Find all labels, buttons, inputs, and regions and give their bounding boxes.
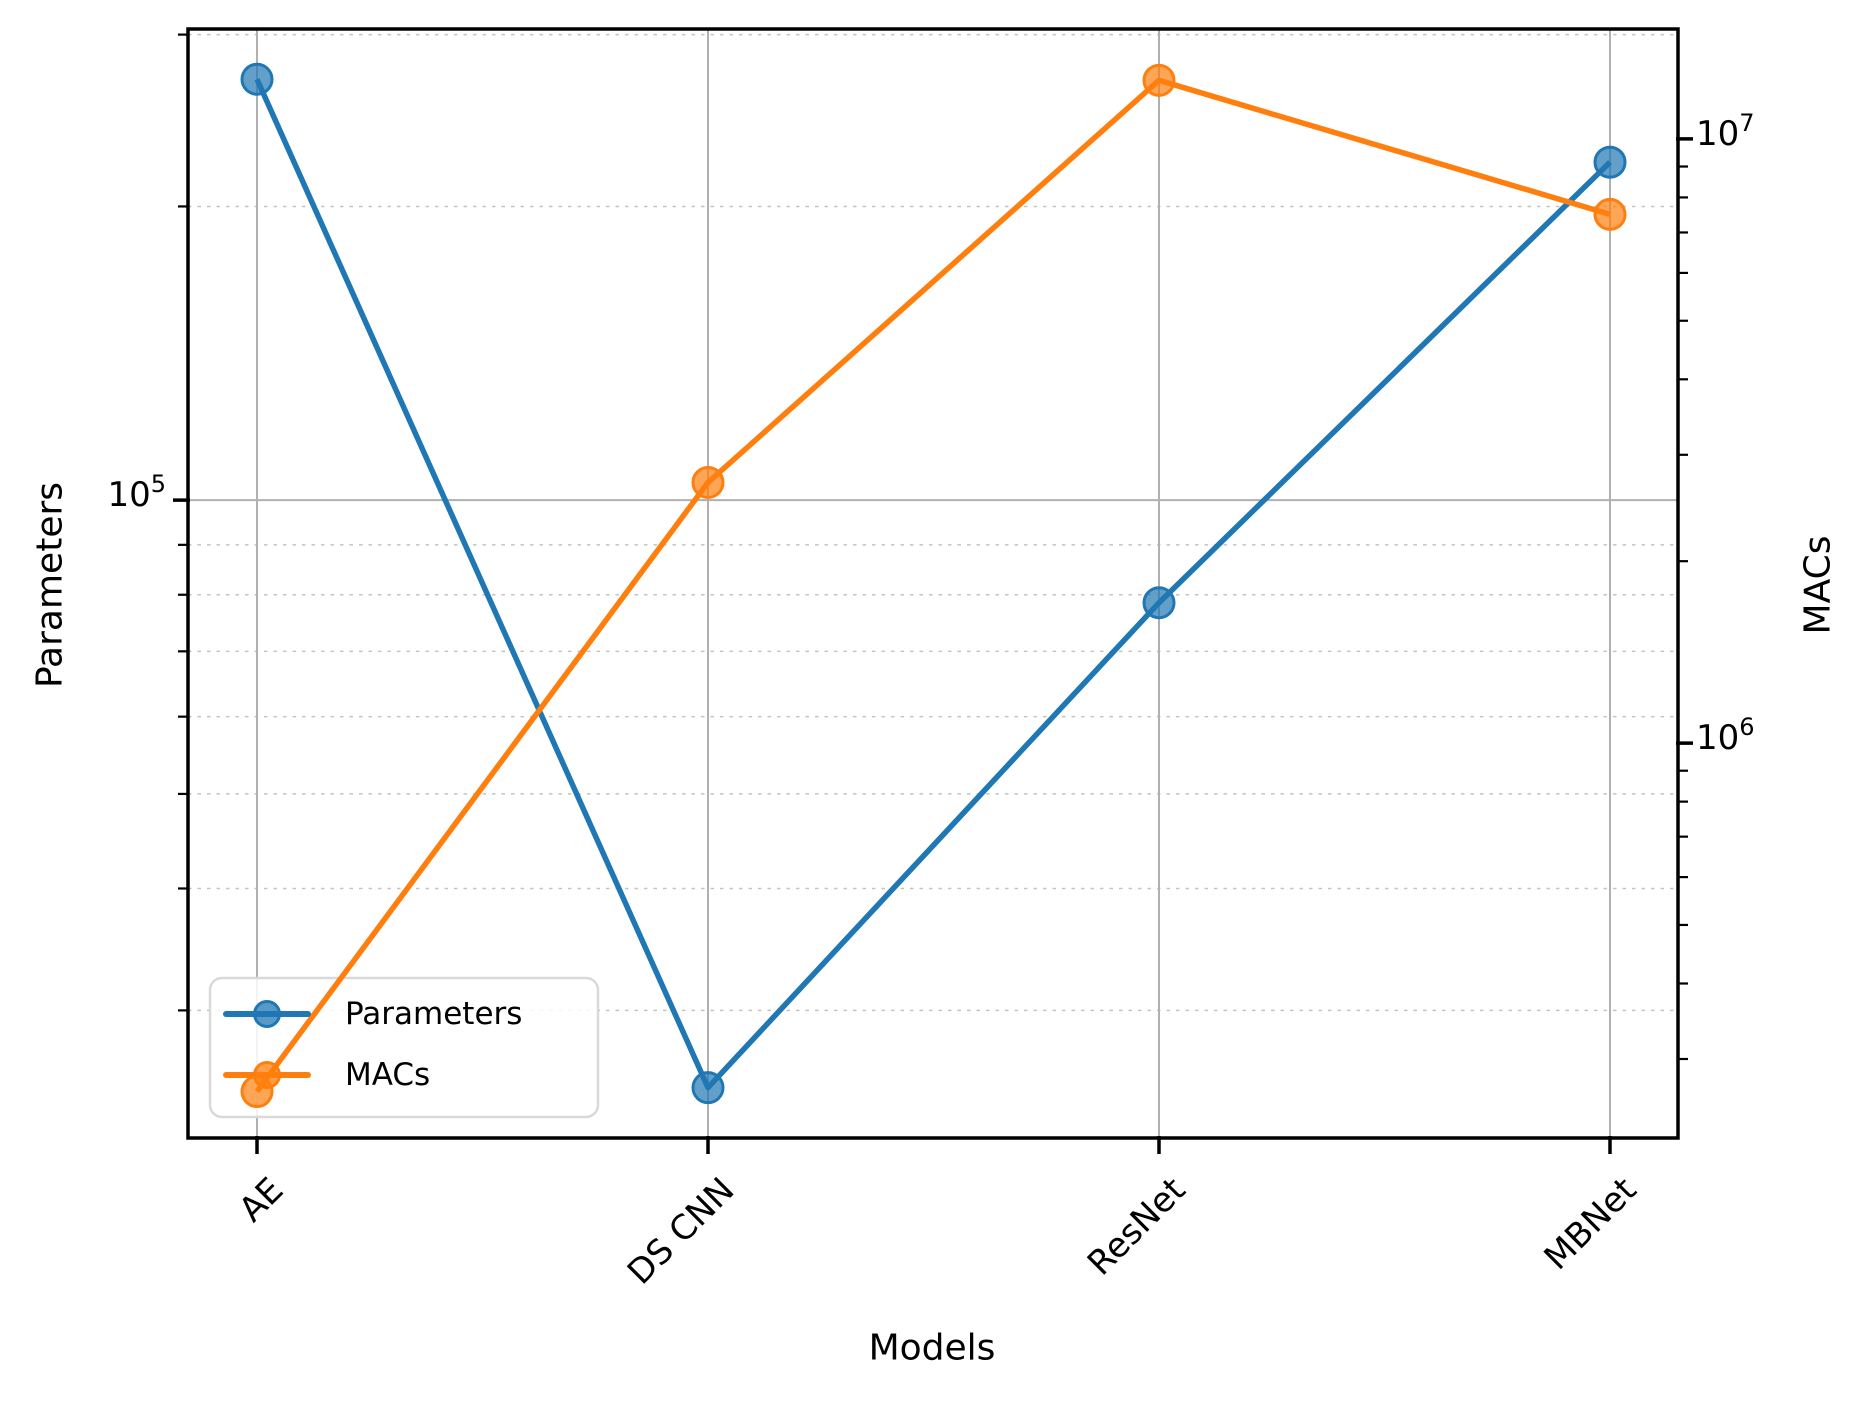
legend-macs-marker-icon: [253, 1061, 281, 1089]
left-ytick-exp: 5: [150, 470, 166, 498]
right-ytick-top-exp: 7: [1739, 109, 1755, 137]
y-axis-label-right: MACs: [1797, 535, 1839, 635]
data-point-marker: [1142, 586, 1176, 620]
x-axis-label: Models: [868, 1327, 996, 1369]
data-point-marker: [1142, 63, 1176, 97]
x-tick-label: MBNet: [1537, 1170, 1645, 1278]
data-point-marker: [691, 1071, 725, 1105]
legend-item-macs: MACs: [210, 1058, 598, 1092]
left-ytick-base: 10: [107, 475, 151, 515]
data-point-marker: [1593, 145, 1627, 179]
right-ytick-label-top: 107: [1696, 111, 1755, 154]
legend-item-parameters: Parameters: [210, 997, 598, 1031]
grid-major: [188, 29, 1678, 1138]
major-ticks: [173, 137, 1693, 1154]
legend: Parameters MACs: [210, 978, 598, 1117]
data-point-marker: [691, 465, 725, 499]
right-ytick-bottom-base: 10: [1696, 718, 1740, 758]
plot-frame: [186, 27, 1680, 1140]
legend-parameters-marker-icon: [253, 1000, 281, 1028]
right-ytick-bottom-exp: 6: [1739, 713, 1755, 741]
data-point-marker: [240, 62, 274, 96]
minor-ticks: [178, 33, 1688, 1061]
left-ytick-label: 105: [46, 472, 166, 515]
series-line: [254, 77, 1611, 1094]
legend-macs-label: MACs: [345, 1057, 431, 1093]
series-line: [254, 78, 1612, 1091]
data-point-marker: [1593, 197, 1627, 231]
x-tick-label: DS CNN: [620, 1170, 742, 1292]
right-ytick-label-bottom: 106: [1696, 715, 1755, 758]
x-tick-label: ResNet: [1080, 1170, 1193, 1283]
series-macs: [240, 63, 1627, 1109]
right-ytick-top-base: 10: [1696, 114, 1740, 154]
x-tick-label: AE: [231, 1170, 291, 1230]
grid-minor-horizontal: [188, 33, 1678, 1012]
y-axis-label-left: Parameters: [29, 481, 71, 689]
series-parameters: [240, 62, 1627, 1105]
x-tick-labels: AE DS CNN ResNet MBNet: [231, 1170, 1644, 1292]
legend-parameters-label: Parameters: [345, 996, 523, 1032]
